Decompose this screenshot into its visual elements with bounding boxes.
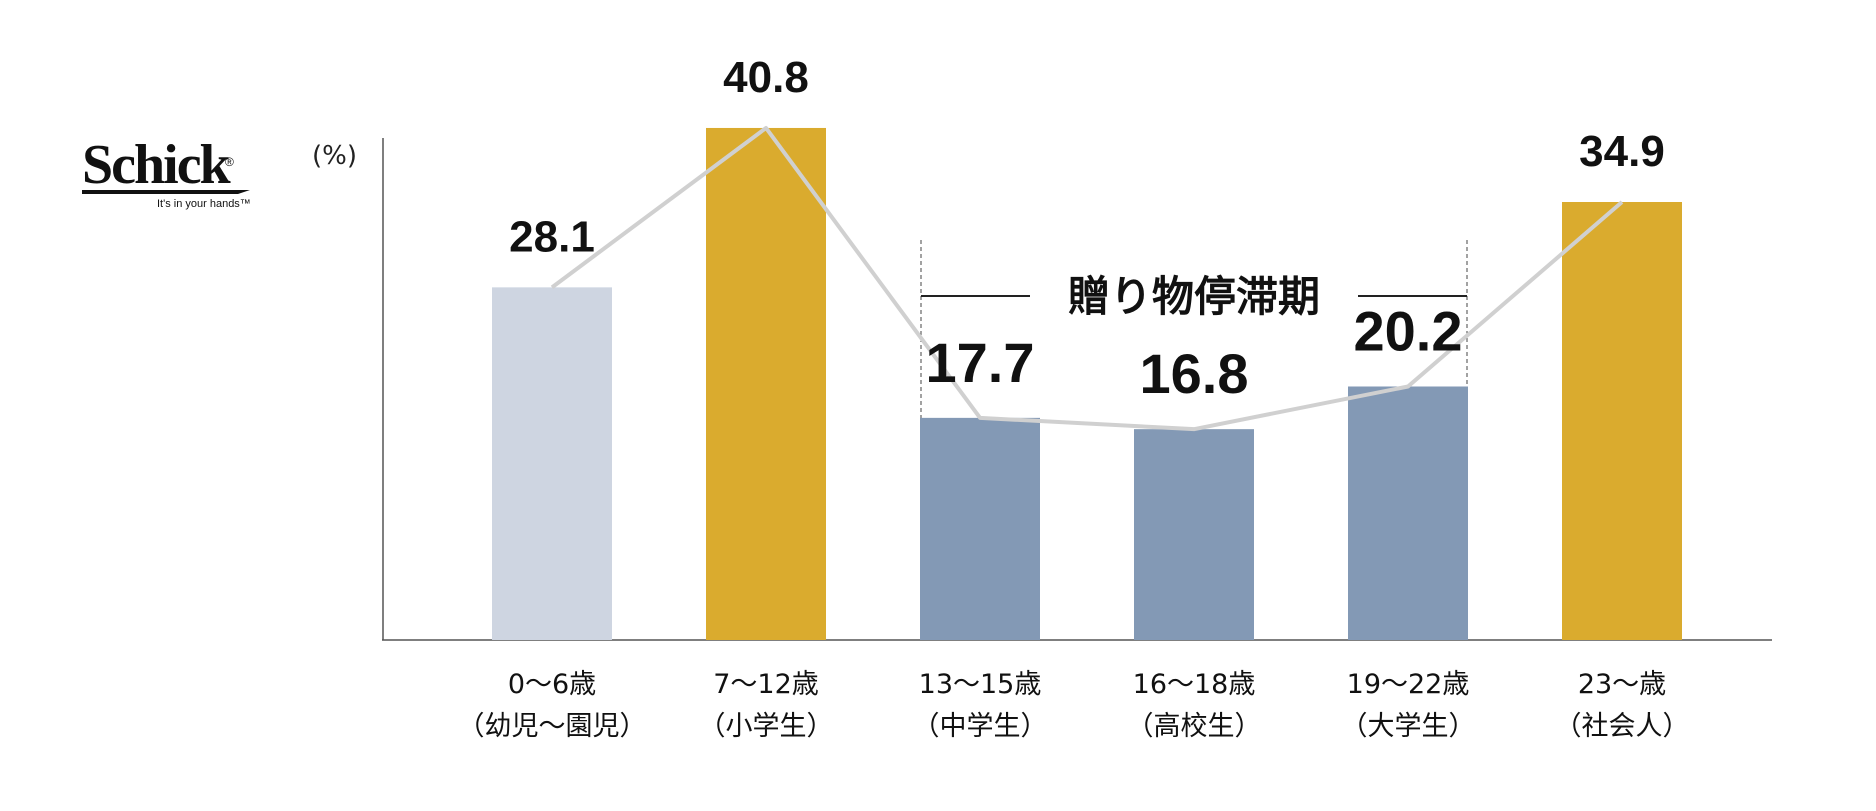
gift-stagnation-bracket: 贈り物停滞期 bbox=[920, 240, 1468, 470]
category-label-1-line-1: （小学生） bbox=[699, 711, 834, 742]
bar-0 bbox=[492, 287, 612, 640]
category-label-5-line-1: （社会人） bbox=[1555, 711, 1690, 742]
bars-layer bbox=[492, 127, 1682, 640]
category-label-2-line-1: （中学生） bbox=[913, 711, 1048, 742]
value-label-2: 17.7 bbox=[926, 331, 1035, 394]
category-label-4-line-0: 19～22歳 bbox=[1347, 669, 1470, 700]
schick-logo: Schick ® It's in your hands™ bbox=[82, 134, 251, 210]
category-label-2-line-0: 13～15歳 bbox=[919, 669, 1042, 700]
logo-tagline: It's in your hands™ bbox=[157, 198, 251, 210]
value-label-1: 40.8 bbox=[723, 53, 809, 102]
trend-line bbox=[550, 125, 1624, 432]
category-label-0-line-0: 0～6歳 bbox=[508, 669, 596, 700]
category-label-3-line-0: 16～18歳 bbox=[1133, 669, 1256, 700]
bar-3 bbox=[1134, 429, 1254, 640]
category-labels-layer: 0～6歳 （幼児～園児） 7～12歳 （小学生） 13～15歳 （中学生） 16～18歳 （高… bbox=[458, 669, 1690, 742]
category-label-4-line-1: （大学生） bbox=[1341, 711, 1476, 742]
bar-1 bbox=[706, 127, 826, 640]
bar-2 bbox=[920, 417, 1040, 640]
trend-line-layer bbox=[550, 125, 1624, 432]
y-axis-unit: (%) bbox=[312, 141, 357, 171]
value-label-5: 34.9 bbox=[1579, 127, 1665, 176]
bracket-label: 贈り物停滞期 bbox=[1068, 272, 1320, 321]
logo-swoosh bbox=[82, 190, 250, 194]
bar-4 bbox=[1348, 386, 1468, 640]
value-label-3: 16.8 bbox=[1140, 342, 1249, 405]
value-label-4: 20.2 bbox=[1354, 299, 1463, 362]
category-label-5-line-0: 23～歳 bbox=[1578, 669, 1666, 700]
category-label-1-line-0: 7～12歳 bbox=[713, 669, 819, 700]
category-label-0-line-1: （幼児～園児） bbox=[458, 711, 647, 742]
category-label-3-line-1: （高校生） bbox=[1127, 711, 1262, 742]
value-label-0: 28.1 bbox=[509, 212, 595, 261]
value-labels-layer: 28.1 40.8 17.7 16.8 20.2 34.9 bbox=[509, 53, 1665, 405]
bar-5 bbox=[1562, 202, 1682, 640]
logo-registered-mark: ® bbox=[225, 155, 234, 169]
logo-wordmark: Schick bbox=[82, 134, 232, 196]
